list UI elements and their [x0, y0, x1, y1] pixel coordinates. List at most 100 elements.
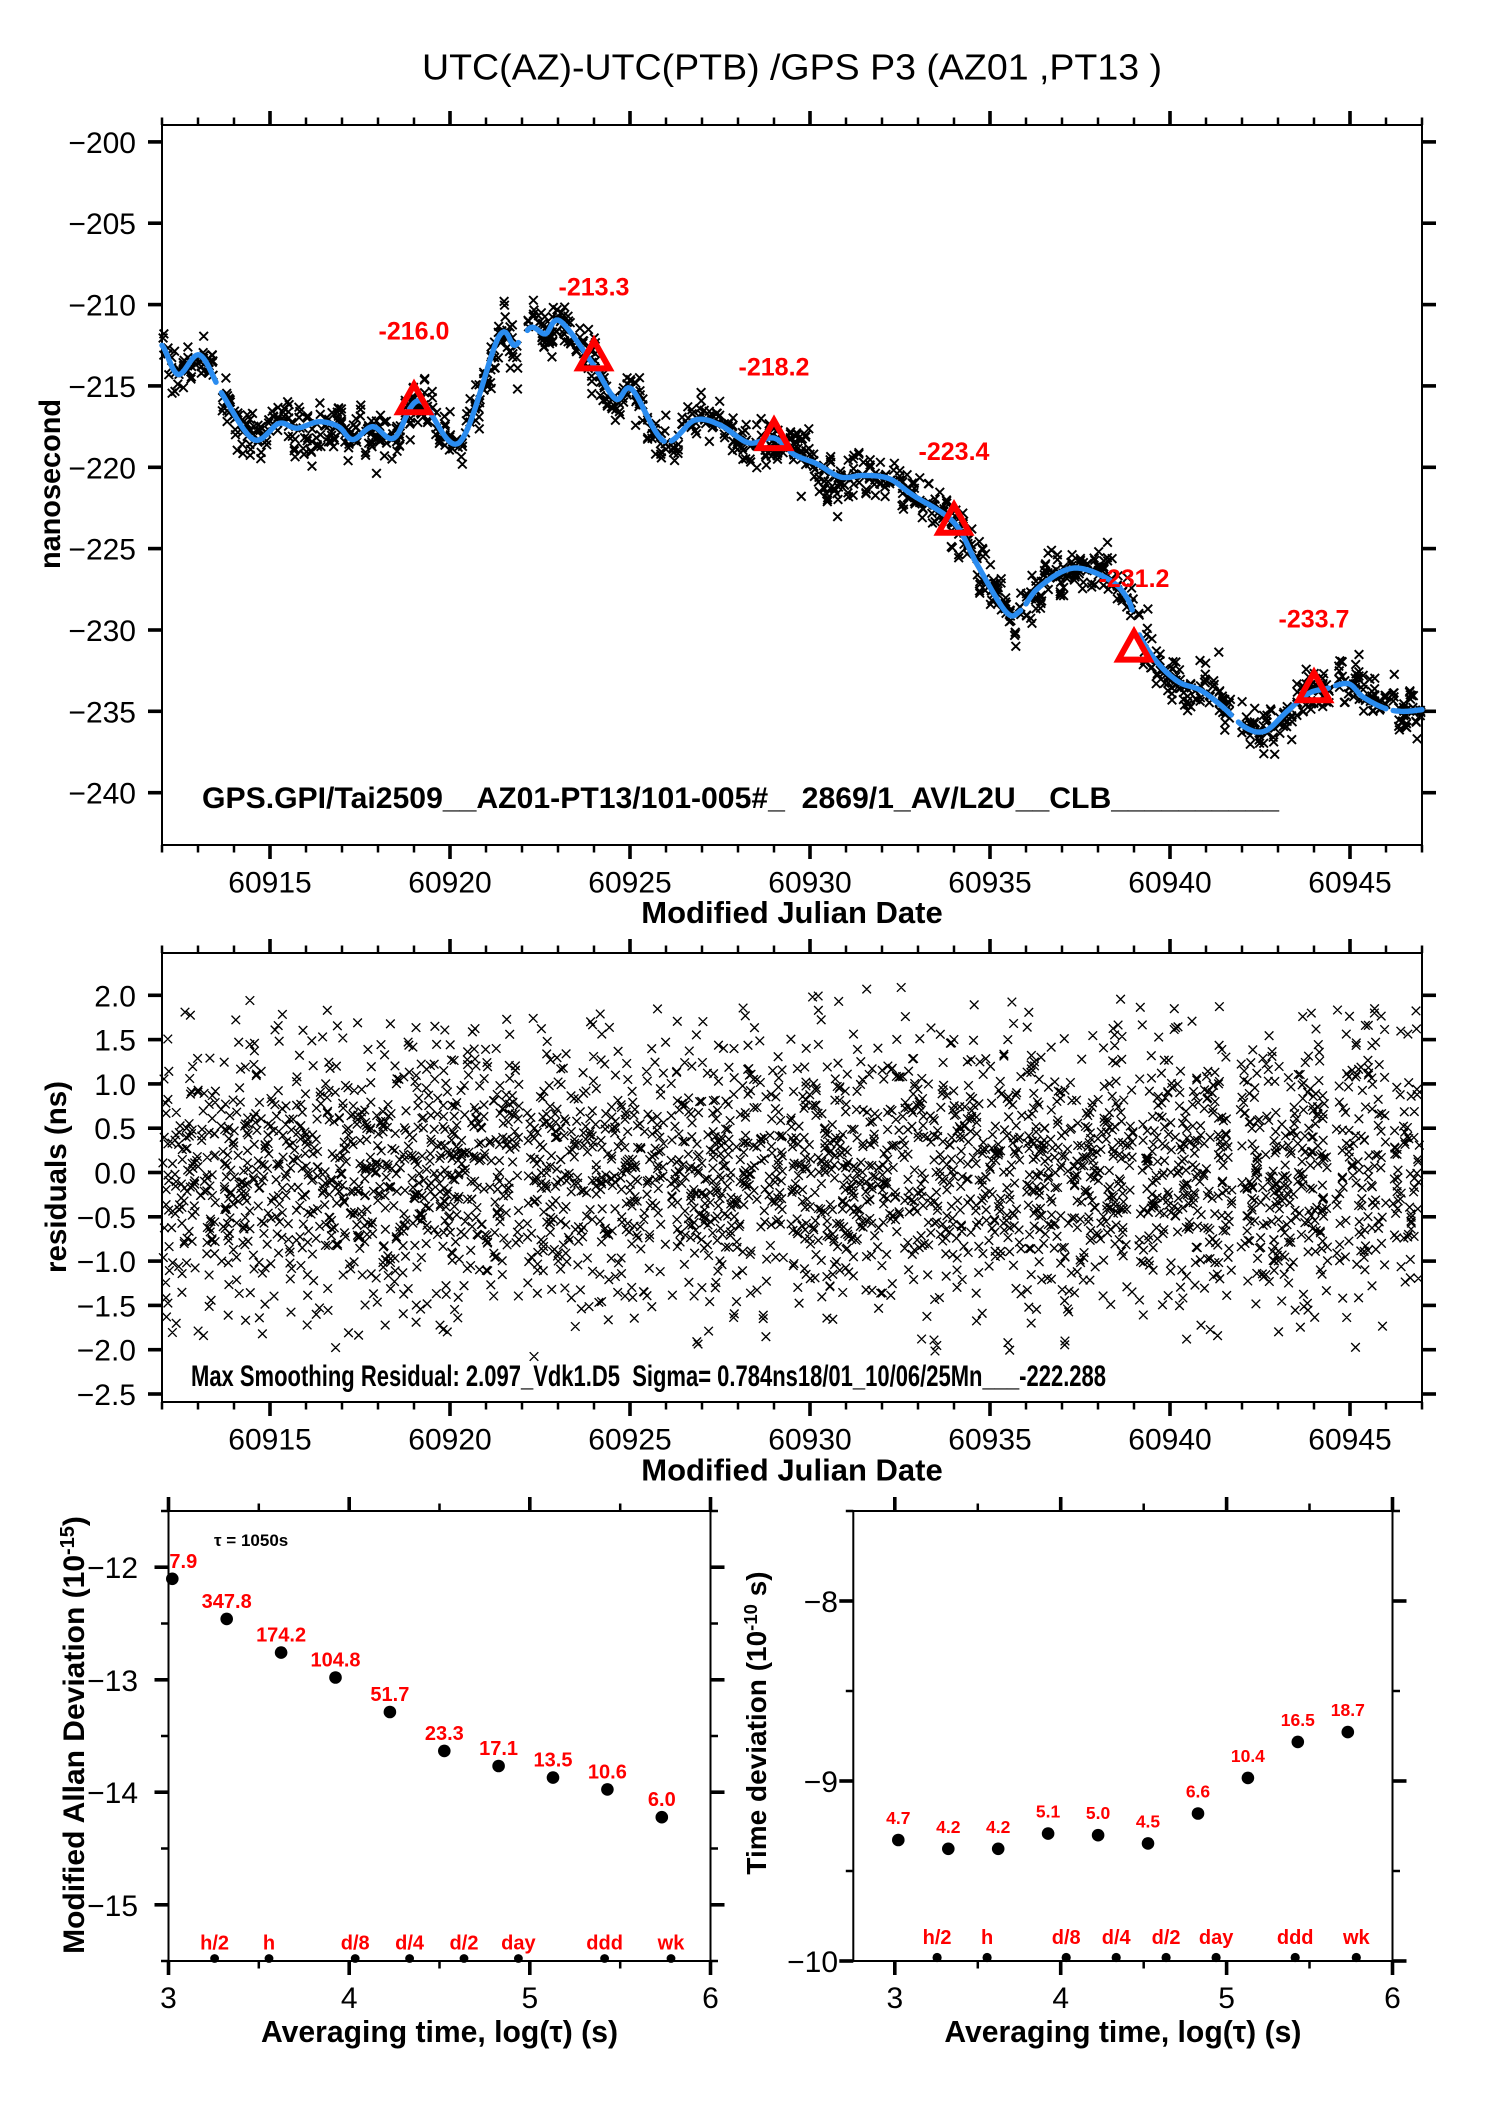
- svg-text:−235: −235: [68, 696, 136, 729]
- svg-text:−220: −220: [68, 452, 136, 485]
- svg-text:5.1: 5.1: [1036, 1802, 1061, 1822]
- svg-text:d/4: d/4: [1102, 1927, 1132, 1949]
- svg-text:6.6: 6.6: [1186, 1782, 1211, 1802]
- svg-text:51.7: 51.7: [370, 1684, 409, 1706]
- svg-text:1.0: 1.0: [94, 1069, 136, 1102]
- svg-text:60920: 60920: [408, 867, 491, 900]
- svg-text:Modified Julian Date: Modified Julian Date: [641, 1453, 942, 1488]
- svg-text:h: h: [263, 1933, 275, 1955]
- svg-text:τ = 1050s: τ = 1050s: [214, 1531, 288, 1550]
- svg-text:nanosecond: nanosecond: [34, 399, 67, 569]
- svg-text:−12: −12: [87, 1552, 138, 1585]
- svg-text:16.5: 16.5: [1281, 1710, 1315, 1730]
- svg-text:10.6: 10.6: [588, 1761, 627, 1783]
- svg-text:4.2: 4.2: [986, 1817, 1011, 1837]
- svg-text:23.3: 23.3: [425, 1723, 464, 1745]
- svg-text:ddd: ddd: [1277, 1927, 1314, 1949]
- svg-text:−240: −240: [68, 778, 136, 811]
- svg-text:−1.5: −1.5: [77, 1290, 136, 1323]
- svg-text:60930: 60930: [768, 867, 851, 900]
- svg-text:5: 5: [521, 1982, 538, 2015]
- svg-text:−2.5: −2.5: [77, 1379, 136, 1412]
- svg-text:−2.0: −2.0: [77, 1335, 136, 1368]
- svg-text:60930: 60930: [768, 1424, 851, 1457]
- svg-text:ddd: ddd: [586, 1933, 623, 1955]
- svg-text:0.0: 0.0: [94, 1158, 136, 1191]
- svg-text:day: day: [1199, 1927, 1234, 1949]
- svg-text:17.1: 17.1: [479, 1738, 518, 1760]
- svg-text:−15: −15: [87, 1890, 138, 1923]
- svg-text:d/2: d/2: [1152, 1927, 1181, 1949]
- svg-text:−8: −8: [804, 1586, 838, 1619]
- svg-text:d/8: d/8: [341, 1933, 370, 1955]
- svg-text:−205: −205: [68, 208, 136, 241]
- svg-text:60915: 60915: [228, 1424, 311, 1457]
- svg-text:4: 4: [1052, 1982, 1069, 2015]
- svg-text:UTC(AZ)-UTC(PTB) /GPS P3 (AZ: UTC(AZ)-UTC(PTB) /GPS P3 (AZ01 ,PT13 ): [422, 46, 1162, 87]
- svg-text:6: 6: [1384, 1982, 1401, 2015]
- svg-text:60935: 60935: [948, 1424, 1031, 1457]
- svg-text:day: day: [501, 1933, 536, 1955]
- svg-text:residuals (ns): residuals (ns): [40, 1081, 73, 1273]
- svg-text:1.5: 1.5: [94, 1025, 136, 1058]
- svg-text:60940: 60940: [1128, 1424, 1211, 1457]
- svg-text:−200: −200: [68, 127, 136, 160]
- svg-text:13.5: 13.5: [534, 1750, 573, 1772]
- svg-text:60945: 60945: [1308, 867, 1391, 900]
- svg-text:174.2: 174.2: [256, 1625, 306, 1647]
- svg-text:−0.5: −0.5: [77, 1202, 136, 1235]
- svg-text:6.0: 6.0: [648, 1789, 676, 1811]
- svg-text:h/2: h/2: [923, 1927, 952, 1949]
- svg-text:60915: 60915: [228, 867, 311, 900]
- svg-text:−10: −10: [787, 1946, 838, 1979]
- svg-text:d/8: d/8: [1052, 1927, 1081, 1949]
- svg-text:6: 6: [702, 1982, 719, 2015]
- svg-text:wk: wk: [657, 1933, 686, 1955]
- svg-text:−13: −13: [87, 1665, 138, 1698]
- svg-text:7.9: 7.9: [169, 1551, 197, 1573]
- svg-text:4.2: 4.2: [936, 1817, 961, 1837]
- svg-text:−230: −230: [68, 615, 136, 648]
- svg-text:d/4: d/4: [395, 1933, 425, 1955]
- svg-text:3: 3: [160, 1982, 177, 2015]
- svg-text:-216.0: -216.0: [379, 318, 450, 346]
- svg-text:60925: 60925: [588, 867, 671, 900]
- svg-text:−14: −14: [87, 1777, 138, 1810]
- svg-text:Time deviation (10-10 s): Time deviation (10-10 s): [740, 1571, 772, 1874]
- svg-text:104.8: 104.8: [310, 1650, 360, 1672]
- svg-text:−1.0: −1.0: [77, 1246, 136, 1279]
- svg-text:Averaging time, log(τ) (s): Averaging time, log(τ) (s): [944, 2014, 1301, 2049]
- svg-text:4.7: 4.7: [886, 1808, 910, 1828]
- svg-text:Modified Julian Date: Modified Julian Date: [641, 895, 942, 930]
- svg-text:60935: 60935: [948, 867, 1031, 900]
- svg-text:60940: 60940: [1128, 867, 1211, 900]
- svg-text:4.5: 4.5: [1136, 1811, 1161, 1831]
- svg-text:3: 3: [886, 1982, 903, 2015]
- svg-text:2.0: 2.0: [94, 980, 136, 1013]
- svg-text:Averaging time, log(τ) (s): Averaging time, log(τ) (s): [261, 2014, 618, 2049]
- svg-text:347.8: 347.8: [202, 1591, 252, 1613]
- svg-text:GPS.GPI/Tai2509__AZ01-PT13/101: GPS.GPI/Tai2509__AZ01-PT13/101-005#_ 286…: [202, 782, 1279, 815]
- svg-text:d/2: d/2: [450, 1933, 479, 1955]
- svg-text:−225: −225: [68, 534, 136, 567]
- svg-text:−215: −215: [68, 371, 136, 404]
- svg-text:0.5: 0.5: [94, 1113, 136, 1146]
- svg-text:5: 5: [1218, 1982, 1235, 2015]
- svg-text:60945: 60945: [1308, 1424, 1391, 1457]
- svg-text:10.4: 10.4: [1231, 1746, 1265, 1766]
- svg-text:wk: wk: [1342, 1927, 1371, 1949]
- svg-text:Modified Allan Deviation (10-1: Modified Allan Deviation (10-15): [57, 1516, 91, 1954]
- svg-text:-231.2: -231.2: [1099, 565, 1170, 593]
- svg-text:4: 4: [341, 1982, 358, 2015]
- svg-text:60920: 60920: [408, 1424, 491, 1457]
- svg-text:h: h: [981, 1927, 993, 1949]
- svg-text:−210: −210: [68, 290, 136, 323]
- svg-text:-218.2: -218.2: [739, 353, 810, 381]
- svg-text:Max Smoothing Residual: 2.097_: Max Smoothing Residual: 2.097_Vdk1.D5 Si…: [191, 1360, 1106, 1393]
- svg-text:-213.3: -213.3: [559, 274, 630, 302]
- svg-text:18.7: 18.7: [1331, 1700, 1365, 1720]
- svg-text:−9: −9: [804, 1766, 838, 1799]
- svg-text:5.0: 5.0: [1086, 1803, 1111, 1823]
- svg-text:h/2: h/2: [200, 1933, 229, 1955]
- svg-text:-223.4: -223.4: [919, 438, 990, 466]
